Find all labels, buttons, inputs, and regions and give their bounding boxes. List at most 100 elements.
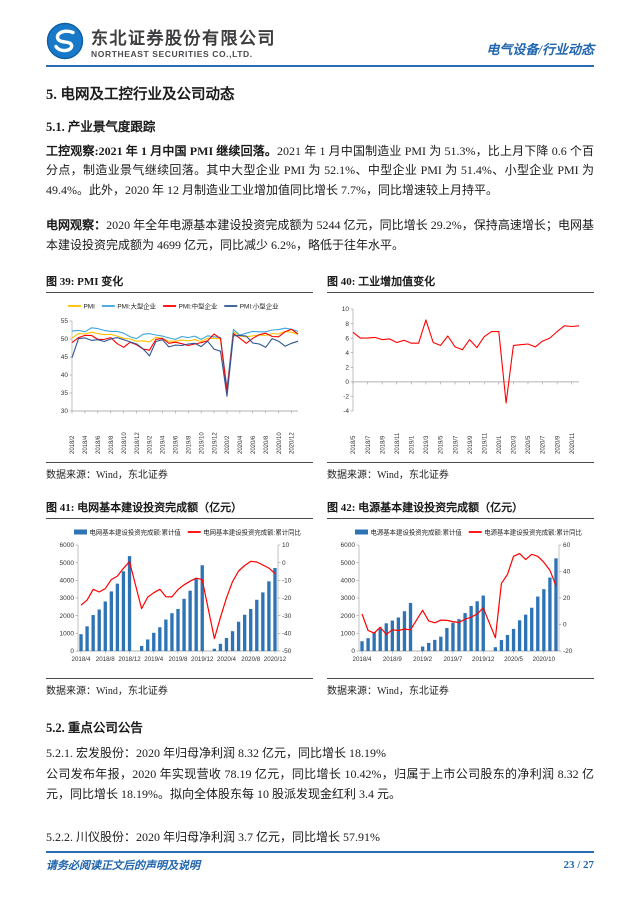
svg-text:2019/12: 2019/12 — [212, 432, 218, 454]
figure-40-chart: -4 -2 0 2 4 6 8 10 2018/5 2018/7 2018/9 2018/11 2019… — [342, 306, 580, 454]
svg-text:2019/3: 2019/3 — [424, 435, 430, 454]
figure-40-title: 图 40: 工业增加值变化 — [327, 273, 594, 294]
svg-text:4: 4 — [345, 350, 349, 357]
svg-text:2020/9: 2020/9 — [555, 435, 561, 454]
svg-text:2018/9: 2018/9 — [383, 656, 402, 663]
svg-text:2019/9: 2019/9 — [468, 435, 474, 454]
svg-text:2018/2: 2018/2 — [70, 435, 76, 454]
logo-icon — [46, 22, 84, 60]
figure-39-title: 图 39: PMI 变化 — [46, 273, 313, 294]
svg-text:45: 45 — [61, 354, 69, 361]
svg-text:60: 60 — [563, 542, 571, 549]
figure-39-chart: 30 35 40 45 50 55 2018/2 2018/4 2018/6 2018/8 2018… — [61, 302, 299, 454]
svg-text:2019/4: 2019/4 — [144, 656, 163, 663]
svg-text:2020/4: 2020/4 — [238, 435, 244, 454]
svg-text:2018/6: 2018/6 — [96, 435, 102, 454]
section-5-2-1-body: 公司发布年报，2020 年实现营收 78.19 亿元，同比增长 10.42%，归… — [46, 767, 594, 801]
svg-text:2018/7: 2018/7 — [366, 435, 372, 454]
section-5-2-1-title: 5.2.1. 宏发股份：2020 年归母净利润 8.32 亿元，同比增长 18.… — [46, 746, 386, 761]
svg-text:2018/12: 2018/12 — [135, 432, 141, 454]
svg-text:2020/10: 2020/10 — [533, 656, 556, 663]
svg-text:4000: 4000 — [341, 578, 356, 585]
svg-text:2019/11: 2019/11 — [482, 432, 488, 454]
figure-39: 图 39: PMI 变化 30 35 40 45 50 55 2018/2 2018/4 201… — [46, 273, 313, 481]
svg-text:2019/2: 2019/2 — [413, 656, 432, 663]
paragraph-lead-bold: 工控观察:2021 年 1 月中国 PMI 继续回落。 — [46, 144, 278, 158]
paragraph-body-text: 2021 年 1 月中国制造业 PMI 为 51.3%，比上月下降 0.6 个百… — [46, 144, 595, 197]
svg-text:1000: 1000 — [60, 631, 75, 638]
svg-text:50: 50 — [61, 336, 69, 343]
svg-text:2018/12: 2018/12 — [118, 656, 141, 663]
svg-text:2019/2: 2019/2 — [148, 435, 154, 454]
svg-text:2018/4: 2018/4 — [72, 656, 91, 663]
svg-text:40: 40 — [61, 372, 69, 379]
company-name-en: NORTHEAST SECURITIES CO.,LTD. — [91, 48, 253, 59]
svg-text:2019/8: 2019/8 — [169, 656, 188, 663]
svg-text:2020/2: 2020/2 — [225, 435, 231, 454]
paragraph-grid-observation: 电网观察：2020 年全年电源基本建设投资完成额为 5244 亿元，同比增长 2… — [46, 216, 594, 255]
svg-text:0: 0 — [282, 560, 286, 567]
page-header: 东北证券股份有限公司 NORTHEAST SECURITIES CO.,LTD.… — [46, 22, 594, 67]
svg-text:2020/10: 2020/10 — [277, 432, 283, 454]
figure-41-chart: 0 1000 2000 3000 4000 5000 6000 -50 -40 -30 -20 -10… — [60, 528, 302, 664]
paragraph-industrial-observation: 工控观察:2021 年 1 月中国 PMI 继续回落。2021 年 1 月中国制… — [46, 142, 594, 200]
section-5-2-2-title: 5.2.2. 川仪股份：2020 年归母净利润 3.7 亿元，同比增长 57.9… — [46, 830, 380, 845]
svg-text:2019/10: 2019/10 — [199, 432, 205, 454]
figure-40: 图 40: 工业增加值变化 -4 -2 0 2 4 6 8 10 2018/5 2018/7 201… — [327, 273, 594, 481]
svg-text:-30: -30 — [282, 613, 292, 620]
svg-text:2019/5: 2019/5 — [439, 435, 445, 454]
svg-text:-4: -4 — [343, 408, 349, 415]
svg-text:2019/6: 2019/6 — [174, 435, 180, 454]
svg-text:2019/12: 2019/12 — [191, 656, 214, 663]
svg-text:-2: -2 — [343, 394, 349, 401]
footer-disclaimer: 请务必阅读正文后的声明及说明 — [46, 860, 200, 872]
figure-39-source: 数据来源：Wind，东北证券 — [46, 470, 168, 482]
svg-text:2019/7: 2019/7 — [453, 435, 459, 454]
svg-text:2018/5: 2018/5 — [351, 435, 357, 454]
svg-text:2020/8: 2020/8 — [241, 656, 260, 663]
figure-41-source: 数据来源：Wind，东北证券 — [46, 686, 168, 698]
svg-text:2020/6: 2020/6 — [251, 435, 257, 454]
charts-grid: 图 39: PMI 变化 30 35 40 45 50 55 2018/2 2018/4 201… — [46, 273, 594, 697]
svg-text:2020/3: 2020/3 — [512, 435, 518, 454]
svg-text:2020/4: 2020/4 — [217, 656, 236, 663]
svg-text:2018/11: 2018/11 — [395, 432, 401, 454]
paragraph-body-text: 2020 年全年电源基本建设投资完成额为 5244 亿元，同比增长 29.2%，… — [46, 218, 594, 252]
svg-text:30: 30 — [61, 408, 69, 415]
svg-text:6000: 6000 — [341, 542, 356, 549]
svg-text:2019/4: 2019/4 — [161, 435, 167, 454]
svg-text:-10: -10 — [282, 578, 292, 585]
svg-text:2000: 2000 — [341, 613, 356, 620]
svg-text:6: 6 — [345, 336, 349, 343]
industry-tag: 电气设备/行业动态 — [486, 42, 594, 57]
svg-text:2020/5: 2020/5 — [526, 435, 532, 454]
svg-text:8: 8 — [345, 321, 349, 328]
page-number: 23 / 27 — [563, 859, 594, 871]
svg-text:电网基本建设投资完成额:累计值: 电网基本建设投资完成额:累计值 — [90, 528, 182, 537]
svg-text:10: 10 — [342, 306, 350, 313]
svg-text:2018/9: 2018/9 — [380, 435, 386, 454]
svg-text:电源基本建设投资完成额:累计同比: 电源基本建设投资完成额:累计同比 — [484, 528, 582, 537]
svg-text:PMI:大型企业: PMI:大型企业 — [117, 302, 156, 311]
svg-text:55: 55 — [61, 318, 69, 325]
svg-text:2018/10: 2018/10 — [122, 432, 128, 454]
svg-text:-50: -50 — [282, 648, 292, 655]
svg-text:2018/4: 2018/4 — [353, 656, 372, 663]
svg-text:2020/8: 2020/8 — [264, 435, 270, 454]
figure-42-source: 数据来源：Wind，东北证券 — [327, 686, 449, 698]
figure-42: 图 42: 电源基本建设投资完成额（亿元） 0 1000 2000 3000 4000 5… — [327, 499, 594, 697]
svg-text:10: 10 — [282, 542, 290, 549]
svg-text:0: 0 — [70, 648, 74, 655]
section-5-2-title: 5.2. 重点公司公告 — [46, 721, 143, 736]
svg-text:2020/12: 2020/12 — [264, 656, 287, 663]
svg-text:3000: 3000 — [60, 595, 75, 602]
svg-text:1000: 1000 — [341, 631, 356, 638]
paragraph-lead-bold: 电网观察： — [46, 218, 107, 233]
figure-40-source: 数据来源：Wind，东北证券 — [327, 470, 449, 482]
svg-text:40: 40 — [563, 569, 571, 576]
svg-text:-20: -20 — [563, 648, 573, 655]
svg-text:20: 20 — [563, 595, 571, 602]
svg-text:2020/11: 2020/11 — [570, 432, 576, 454]
svg-text:0: 0 — [345, 379, 349, 386]
